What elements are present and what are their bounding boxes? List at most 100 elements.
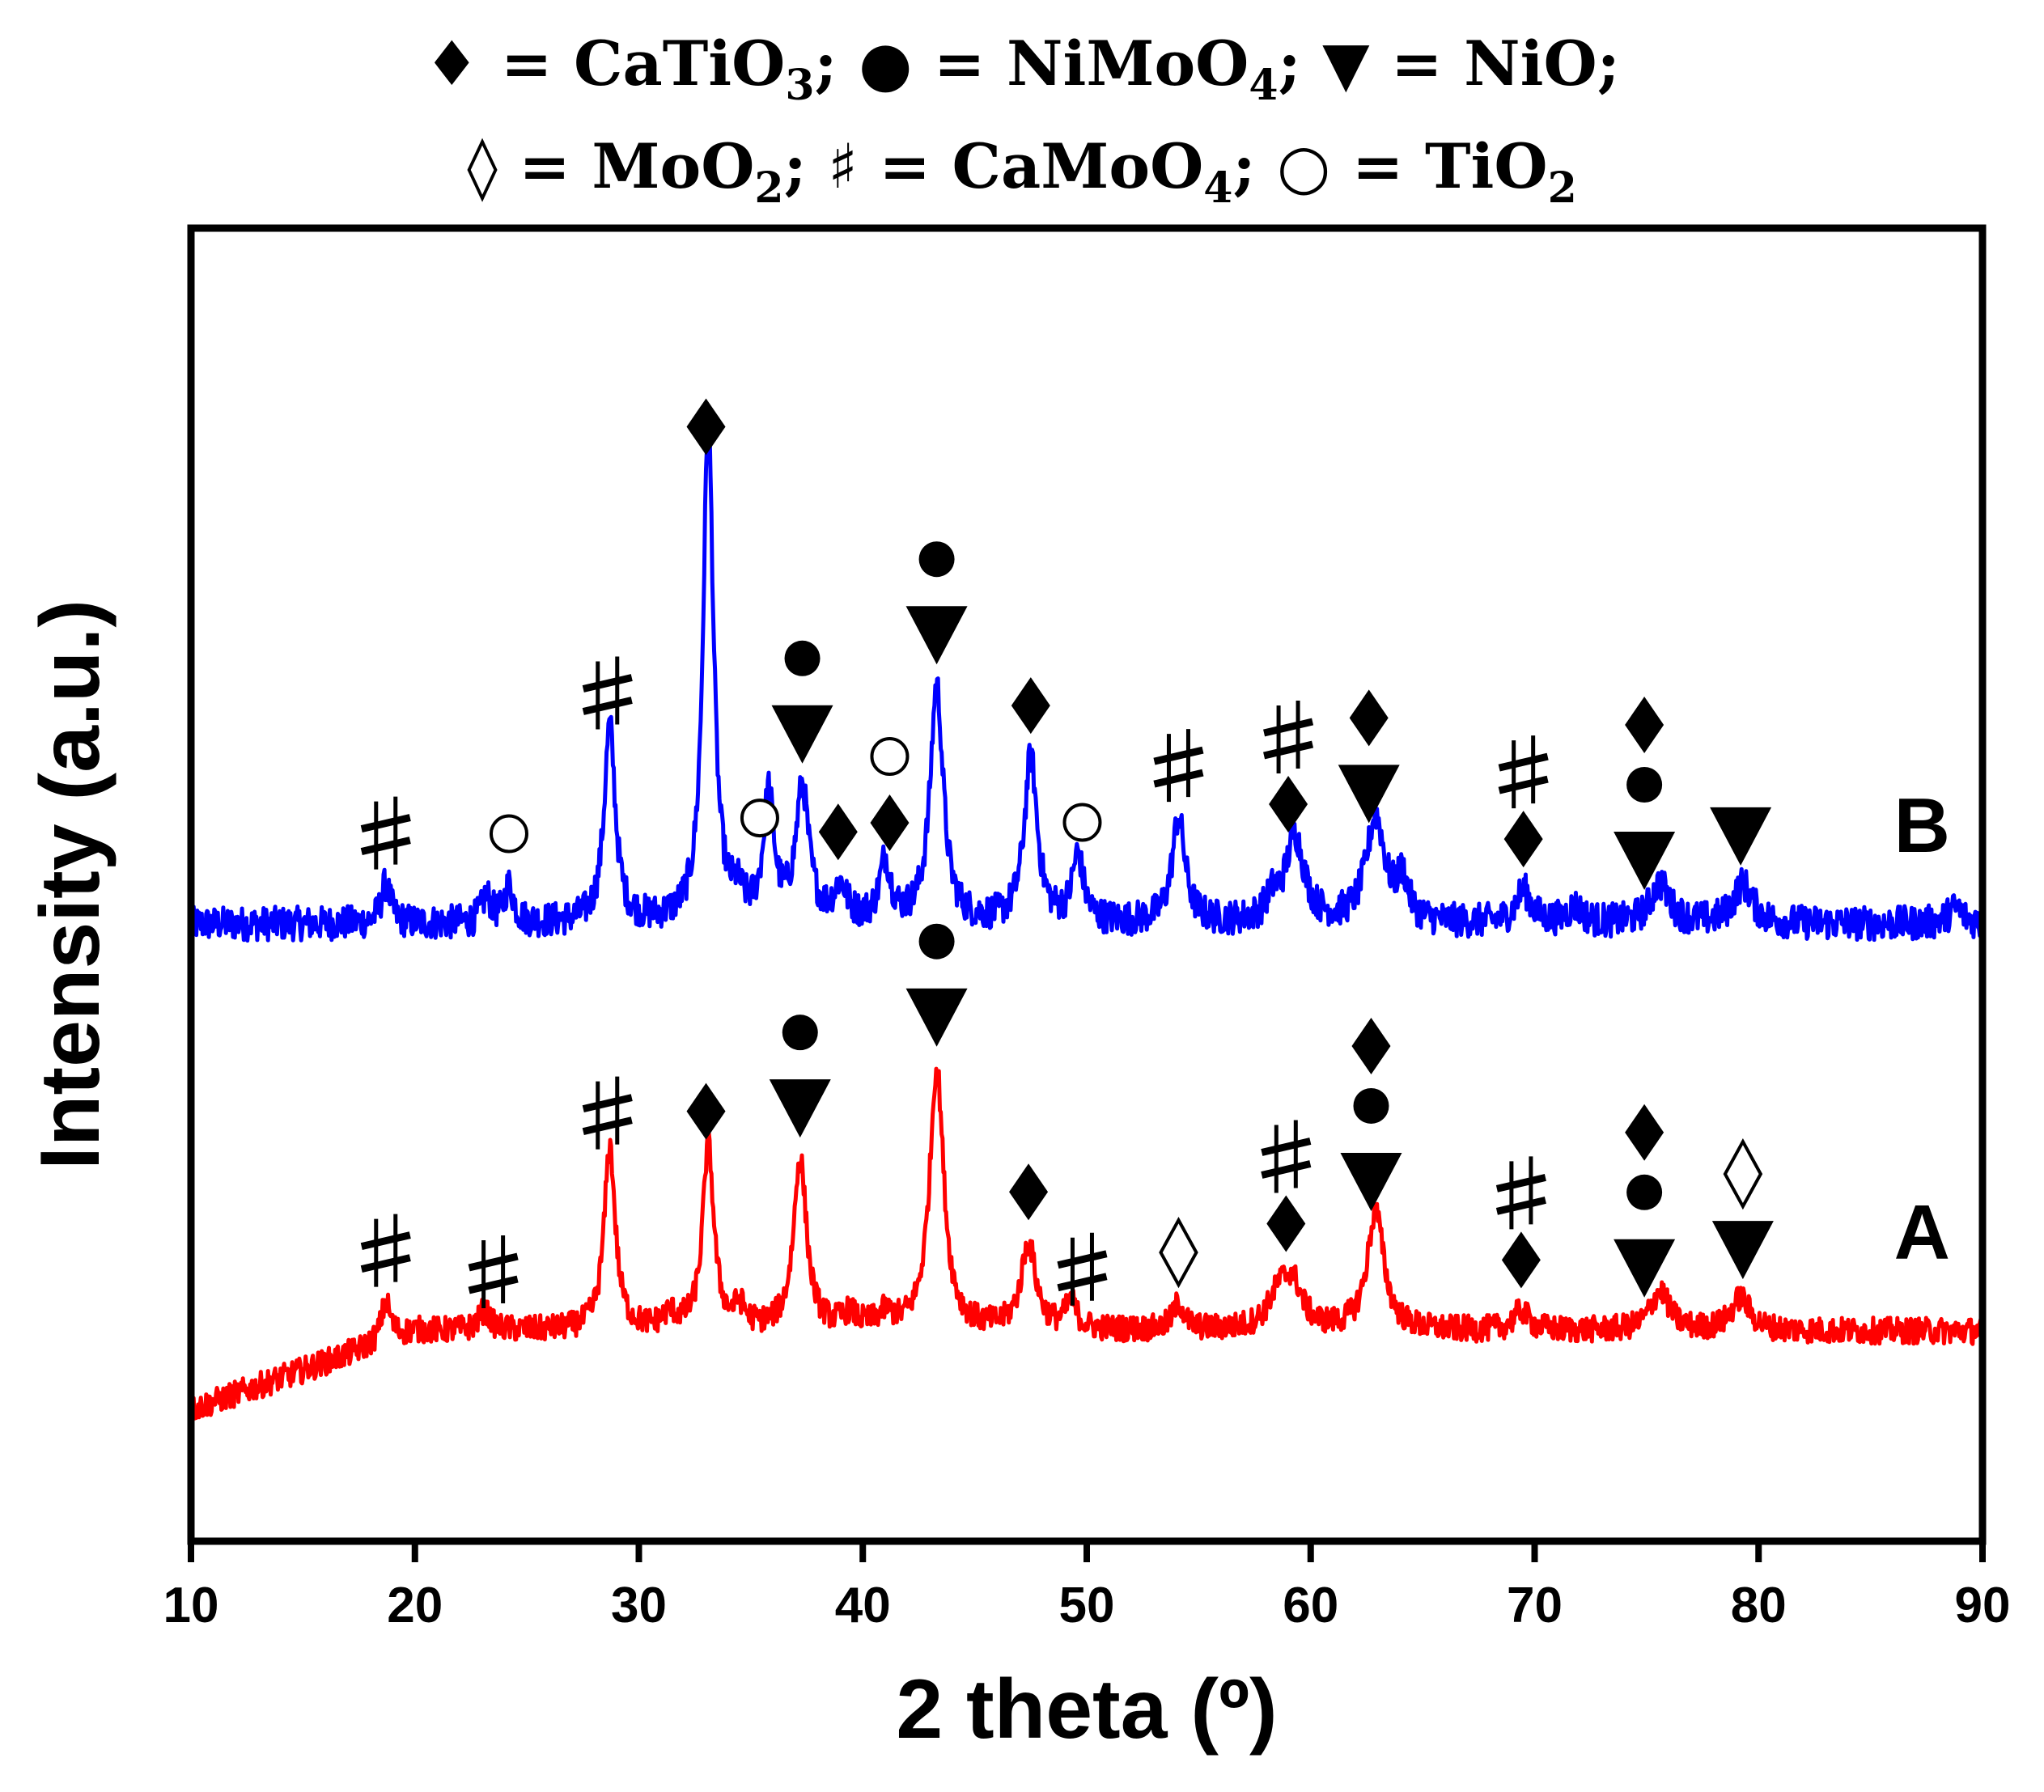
legend-label: = NiMoO [934, 28, 1249, 100]
x-tick-label: 80 [1731, 1578, 1787, 1633]
marker-sharp [1498, 735, 1549, 809]
x-tick-label: 60 [1283, 1578, 1338, 1633]
marker-open-circle [489, 814, 528, 854]
x-tick-label: 90 [1955, 1578, 2011, 1633]
marker-filled-diamond [1266, 1195, 1306, 1252]
marker-filled-triangle-down [1340, 1152, 1402, 1211]
marker-filled-diamond [686, 398, 726, 455]
legend-gap [498, 130, 519, 202]
legend-symbol-filled-diamond: ♦ [424, 28, 479, 100]
marker-filled-diamond [1625, 696, 1664, 753]
marker-open-circle [740, 799, 779, 838]
legend-subscript: 2 [754, 163, 783, 213]
marker-sharp [582, 656, 633, 730]
marker-filled-triangle-down [905, 988, 968, 1047]
legend-separator: ; [815, 28, 838, 100]
marker-filled-circle [918, 923, 955, 960]
marker-filled-diamond [686, 1082, 726, 1140]
x-axis-ticks: 10 20 30 40 50 60 70 80 90 [163, 1541, 2011, 1633]
marker-filled-triangle-down [1614, 1239, 1676, 1298]
legend-gap [1370, 28, 1391, 100]
legend-subscript: 2 [1548, 163, 1577, 213]
legend-separator: ; [1279, 28, 1301, 100]
marker-filled-diamond [818, 803, 858, 861]
marker-sharp [1153, 729, 1204, 803]
marker-filled-diamond [1009, 1163, 1049, 1221]
legend-gap [1256, 130, 1277, 202]
legend-line2: ◊ = MoO2; ♯ = CaMoO4; ○ = TiO2 [467, 130, 1577, 213]
marker-filled-triangle-down [771, 705, 833, 764]
legend-label: = MoO [519, 130, 754, 202]
legend-gap [1330, 130, 1351, 202]
marker-filled-circle [782, 1015, 818, 1051]
x-tick-label: 40 [835, 1578, 891, 1633]
legend-label: = TiO [1352, 130, 1548, 202]
legend-separator: ; [1597, 28, 1620, 100]
marker-sharp [360, 796, 411, 870]
series-label-B: B [1894, 782, 1950, 869]
marker-filled-circle [1626, 1174, 1663, 1210]
marker-open-circle [1062, 803, 1102, 842]
legend-label: = CaMoO [879, 130, 1203, 202]
series-A-trace [189, 1066, 1985, 1422]
legend-label: = NiO [1391, 28, 1597, 100]
marker-open-diamond [1159, 1216, 1198, 1289]
legend-symbol-open-diamond: ◊ [467, 130, 498, 202]
legend-gap [838, 28, 859, 100]
marker-filled-triangle-down [1338, 765, 1400, 824]
marker-filled-diamond [1351, 1017, 1391, 1074]
legend-gap [479, 28, 500, 100]
marker-filled-diamond [1269, 776, 1308, 833]
traces [189, 414, 1985, 1422]
marker-filled-circle [1353, 1087, 1389, 1124]
x-tick-label: 70 [1507, 1578, 1563, 1633]
x-tick-label: 30 [611, 1578, 667, 1633]
legend-symbol-filled-triangle-down: ▼ [1322, 28, 1370, 100]
legend-symbol-filled-circle: ● [859, 28, 912, 100]
legend-gap [807, 130, 828, 202]
marker-filled-diamond [1011, 677, 1050, 735]
legend-symbol-sharp: ♯ [828, 130, 858, 202]
marker-filled-diamond [870, 794, 910, 852]
marker-filled-triangle-down [1711, 1221, 1774, 1280]
marker-filled-triangle-down [769, 1079, 831, 1138]
x-tick-label: 10 [163, 1578, 219, 1633]
marker-open-circle [870, 737, 910, 777]
marker-sharp [1057, 1232, 1108, 1306]
y-axis-title: Intensity (a.u.) [23, 599, 117, 1170]
marker-filled-circle [784, 640, 821, 676]
marker-sharp [1495, 1156, 1546, 1230]
series-labels: BA [1894, 782, 1950, 1276]
series-label-A: A [1894, 1189, 1950, 1276]
legend-separator: ; [1232, 130, 1255, 202]
marker-sharp [468, 1235, 519, 1309]
marker-filled-triangle-down [1710, 807, 1772, 866]
legend: ♦ = CaTiO3; ● = NiMoO4; ▼ = NiO;◊ = MoO2… [424, 28, 1620, 213]
legend-separator: ; [784, 130, 807, 202]
legend-line1: ♦ = CaTiO3; ● = NiMoO4; ▼ = NiO; [424, 28, 1620, 110]
legend-symbol-open-circle: ○ [1277, 130, 1330, 202]
marker-filled-diamond [1625, 1104, 1664, 1161]
legend-gap [1301, 28, 1322, 100]
marker-filled-triangle-down [1614, 831, 1676, 890]
legend-gap [912, 28, 933, 100]
legend-subscript: 4 [1249, 61, 1278, 110]
marker-filled-triangle-down [905, 606, 968, 665]
marker-filled-diamond [1501, 1231, 1541, 1289]
peak-markers [360, 398, 1774, 1309]
x-axis-title: 2 theta (º) [896, 1663, 1277, 1756]
marker-sharp [1263, 701, 1314, 774]
legend-gap [858, 130, 879, 202]
marker-filled-circle [918, 541, 955, 578]
legend-label: = CaTiO [501, 28, 786, 100]
series-B-trace [189, 414, 1985, 943]
marker-sharp [360, 1214, 411, 1287]
marker-filled-diamond [1349, 689, 1389, 747]
marker-sharp [1261, 1120, 1312, 1193]
marker-filled-circle [1626, 766, 1663, 803]
marker-open-diamond [1723, 1137, 1763, 1210]
x-tick-label: 20 [387, 1578, 443, 1633]
legend-subscript: 3 [785, 61, 814, 110]
marker-filled-diamond [1503, 811, 1543, 868]
